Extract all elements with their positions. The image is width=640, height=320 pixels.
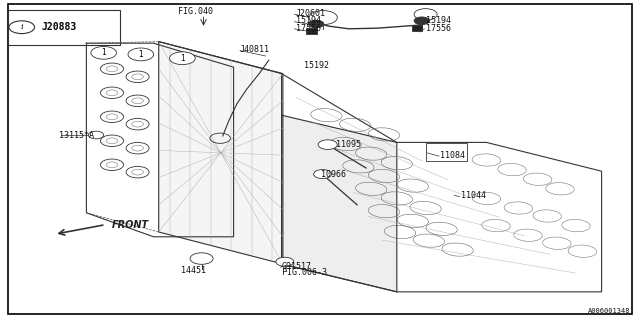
Text: FRONT: FRONT <box>112 220 149 230</box>
Text: 11044: 11044 <box>461 191 486 200</box>
Text: 11095: 11095 <box>336 140 361 149</box>
Text: 17556: 17556 <box>426 24 451 33</box>
Text: 15194: 15194 <box>296 16 321 25</box>
Bar <box>306 28 317 34</box>
Text: 1: 1 <box>180 54 185 63</box>
Bar <box>8 10 120 45</box>
Text: 17556: 17556 <box>296 24 321 33</box>
Text: J20883: J20883 <box>42 22 77 32</box>
Text: J40811: J40811 <box>240 45 270 54</box>
Text: 1: 1 <box>138 50 143 59</box>
Circle shape <box>276 257 294 266</box>
Circle shape <box>9 21 35 34</box>
Circle shape <box>88 131 104 139</box>
Circle shape <box>308 20 324 28</box>
Circle shape <box>170 52 195 65</box>
Text: 11084: 11084 <box>440 151 465 160</box>
Circle shape <box>190 253 213 264</box>
Circle shape <box>414 9 437 20</box>
Text: FIG.040: FIG.040 <box>178 7 212 16</box>
Circle shape <box>91 46 116 59</box>
Text: 13115*A: 13115*A <box>59 131 94 140</box>
Circle shape <box>318 140 337 149</box>
Text: 1: 1 <box>101 48 106 57</box>
Text: i: i <box>20 23 23 31</box>
Polygon shape <box>282 115 397 292</box>
Bar <box>426 143 467 161</box>
Polygon shape <box>86 43 234 237</box>
Text: G91517: G91517 <box>282 262 312 271</box>
Polygon shape <box>282 74 602 292</box>
Text: 14451: 14451 <box>180 266 206 275</box>
Text: 10966: 10966 <box>321 170 346 179</box>
Text: FIG.006-3: FIG.006-3 <box>282 268 326 277</box>
Circle shape <box>314 170 332 179</box>
Circle shape <box>414 17 429 25</box>
Text: J20601: J20601 <box>296 9 326 18</box>
Text: 15194: 15194 <box>426 16 451 25</box>
Text: 15192: 15192 <box>304 61 329 70</box>
Circle shape <box>309 11 337 25</box>
Bar <box>413 25 422 31</box>
Circle shape <box>128 48 154 61</box>
Text: A006001348: A006001348 <box>588 308 630 314</box>
Polygon shape <box>159 42 283 264</box>
